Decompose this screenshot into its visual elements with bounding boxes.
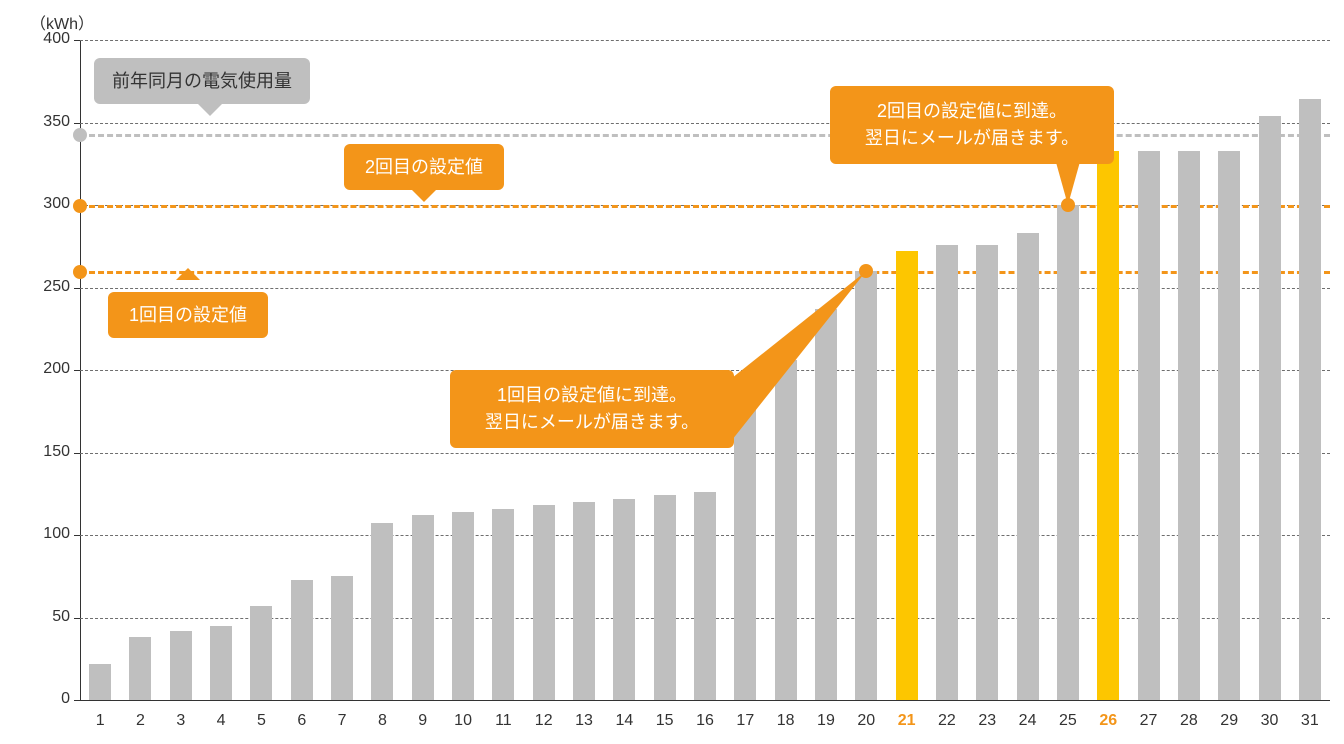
callout-threshold1-reached: 1回目の設定値に到達。翌日にメールが届きます。 [450,370,734,448]
y-tick-label-150: 150 [30,443,70,461]
y-tick-mark [74,700,80,701]
x-axis-label-15: 15 [656,712,674,730]
x-axis-label-16: 16 [696,712,714,730]
callout-pointer [198,104,222,116]
bar-day-7 [331,576,353,700]
callout-pointer [176,268,200,280]
bar-day-26 [1097,151,1119,700]
bar-day-30 [1259,116,1281,700]
x-axis-label-12: 12 [535,712,553,730]
x-axis-label-17: 17 [736,712,754,730]
reference-marker-prev_year [73,128,87,142]
callout-threshold1-reached-line1: 1回目の設定値に到達。 [497,382,687,409]
x-axis-label-3: 3 [176,712,185,730]
callout-threshold1-label-line1: 1回目の設定値 [129,302,247,329]
callout-threshold2-label: 2回目の設定値 [344,144,504,190]
bar-day-19 [815,309,837,700]
callout-prev-year-line1: 前年同月の電気使用量 [112,68,292,95]
y-tick-label-250: 250 [30,278,70,296]
x-axis-label-21: 21 [898,712,916,730]
callout-prev-year: 前年同月の電気使用量 [94,58,310,104]
x-axis-label-30: 30 [1261,712,1279,730]
bar-day-11 [492,509,514,700]
bar-day-31 [1299,99,1321,700]
callout-threshold2-reached: 2回目の設定値に到達。翌日にメールが届きます。 [830,86,1114,164]
bar-day-25 [1057,205,1079,700]
bar-day-20 [855,271,877,700]
bar-day-21 [896,251,918,700]
reference-marker-threshold1 [73,265,87,279]
bar-day-18 [775,360,797,700]
bar-day-12 [533,505,555,700]
reference-marker-threshold2 [73,199,87,213]
bar-top-marker-25 [1061,198,1075,212]
bar-day-15 [654,495,676,700]
reference-line-prev_year [80,134,1330,137]
bar-day-6 [291,580,313,700]
grid-line [80,123,1330,124]
bar-day-2 [129,637,151,700]
x-axis-label-9: 9 [418,712,427,730]
grid-line [80,40,1330,41]
x-axis-label-29: 29 [1220,712,1238,730]
y-tick-label-400: 400 [30,30,70,48]
bar-day-22 [936,245,958,700]
y-tick-label-200: 200 [30,360,70,378]
bar-day-10 [452,512,474,700]
y-tick-label-50: 50 [30,608,70,626]
y-tick-label-350: 350 [30,113,70,131]
x-axis-label-1: 1 [96,712,105,730]
callout-threshold2-label-line1: 2回目の設定値 [365,154,483,181]
bar-day-16 [694,492,716,700]
x-axis-label-24: 24 [1019,712,1037,730]
bar-day-27 [1138,151,1160,700]
x-axis-label-23: 23 [978,712,996,730]
bar-day-4 [210,626,232,700]
x-axis-label-6: 6 [297,712,306,730]
bar-day-29 [1218,151,1240,700]
x-axis-label-4: 4 [217,712,226,730]
bar-day-13 [573,502,595,700]
bar-day-1 [89,664,111,700]
x-axis-label-8: 8 [378,712,387,730]
x-axis-baseline [80,700,1330,701]
x-axis-label-13: 13 [575,712,593,730]
x-axis-label-28: 28 [1180,712,1198,730]
callout-threshold1-label: 1回目の設定値 [108,292,268,338]
bar-day-17 [734,391,756,700]
x-axis-label-22: 22 [938,712,956,730]
x-axis-label-2: 2 [136,712,145,730]
bar-day-5 [250,606,272,700]
bar-day-8 [371,523,393,700]
bar-day-3 [170,631,192,700]
y-tick-label-300: 300 [30,195,70,213]
x-axis-label-20: 20 [857,712,875,730]
y-tick-label-0: 0 [30,690,70,708]
bar-day-9 [412,515,434,700]
callout-threshold2-reached-line2: 翌日にメールが届きます。 [865,125,1079,152]
x-axis-label-14: 14 [615,712,633,730]
x-axis-label-25: 25 [1059,712,1077,730]
x-axis-label-10: 10 [454,712,472,730]
callout-threshold2-reached-line1: 2回目の設定値に到達。 [877,98,1067,125]
bar-day-28 [1178,151,1200,700]
bar-day-14 [613,499,635,700]
x-axis-label-19: 19 [817,712,835,730]
bar-day-23 [976,245,998,700]
bar-day-24 [1017,233,1039,700]
y-tick-label-100: 100 [30,525,70,543]
x-axis-label-31: 31 [1301,712,1319,730]
x-axis-label-5: 5 [257,712,266,730]
callout-threshold1-reached-line2: 翌日にメールが届きます。 [485,409,699,436]
x-axis-label-26: 26 [1099,712,1117,730]
x-axis-label-7: 7 [338,712,347,730]
x-axis-label-11: 11 [495,712,512,730]
callout-pointer [412,190,436,202]
x-axis-label-27: 27 [1140,712,1158,730]
x-axis-label-18: 18 [777,712,795,730]
